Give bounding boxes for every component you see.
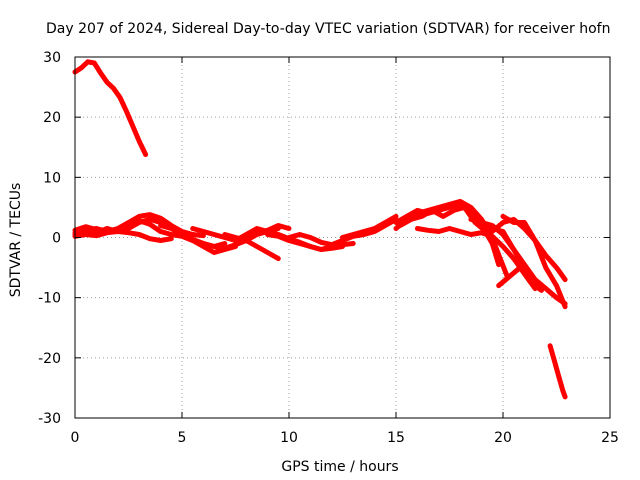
series-arc-3	[72, 218, 238, 255]
series-arc-17	[479, 223, 538, 289]
series-arc-early-high	[72, 59, 149, 157]
series-group	[72, 59, 568, 400]
y-tick-label: 10	[43, 170, 61, 186]
y-tick-label: -30	[38, 411, 61, 427]
y-tick-label: -10	[38, 291, 61, 307]
series-arc-11	[340, 213, 399, 240]
x-axis-label: GPS time / hours	[281, 459, 398, 475]
series-arc-14	[397, 204, 510, 280]
y-tick-label: 30	[43, 50, 61, 66]
y-axis-label: SDTVAR / TECUs	[8, 183, 24, 298]
x-axis: 0 5 10 15 20 25	[71, 57, 619, 446]
x-tick-label: 5	[178, 430, 187, 446]
y-axis: 30 20 10 0 -10 -20 -30	[38, 50, 610, 427]
series-arc-4	[72, 229, 174, 243]
y-tick-label: -20	[38, 351, 61, 367]
series-arc-10	[286, 216, 399, 248]
series-arc-15	[414, 226, 538, 292]
series-arc-19	[500, 213, 568, 310]
x-tick-label: 25	[601, 430, 619, 446]
y-tick-label: 20	[43, 110, 61, 126]
x-tick-label: 20	[494, 430, 512, 446]
y-tick-label: 0	[52, 231, 61, 247]
series-arc-late-low	[547, 343, 568, 400]
series-arc-7	[222, 232, 281, 262]
x-tick-label: 15	[387, 430, 405, 446]
chart-title: Day 207 of 2024, Sidereal Day-to-day VTE…	[46, 21, 610, 37]
series-arc-9	[265, 232, 356, 252]
series-arc-20	[496, 265, 544, 293]
x-tick-label: 10	[280, 430, 298, 446]
x-tick-label: 0	[71, 430, 80, 446]
